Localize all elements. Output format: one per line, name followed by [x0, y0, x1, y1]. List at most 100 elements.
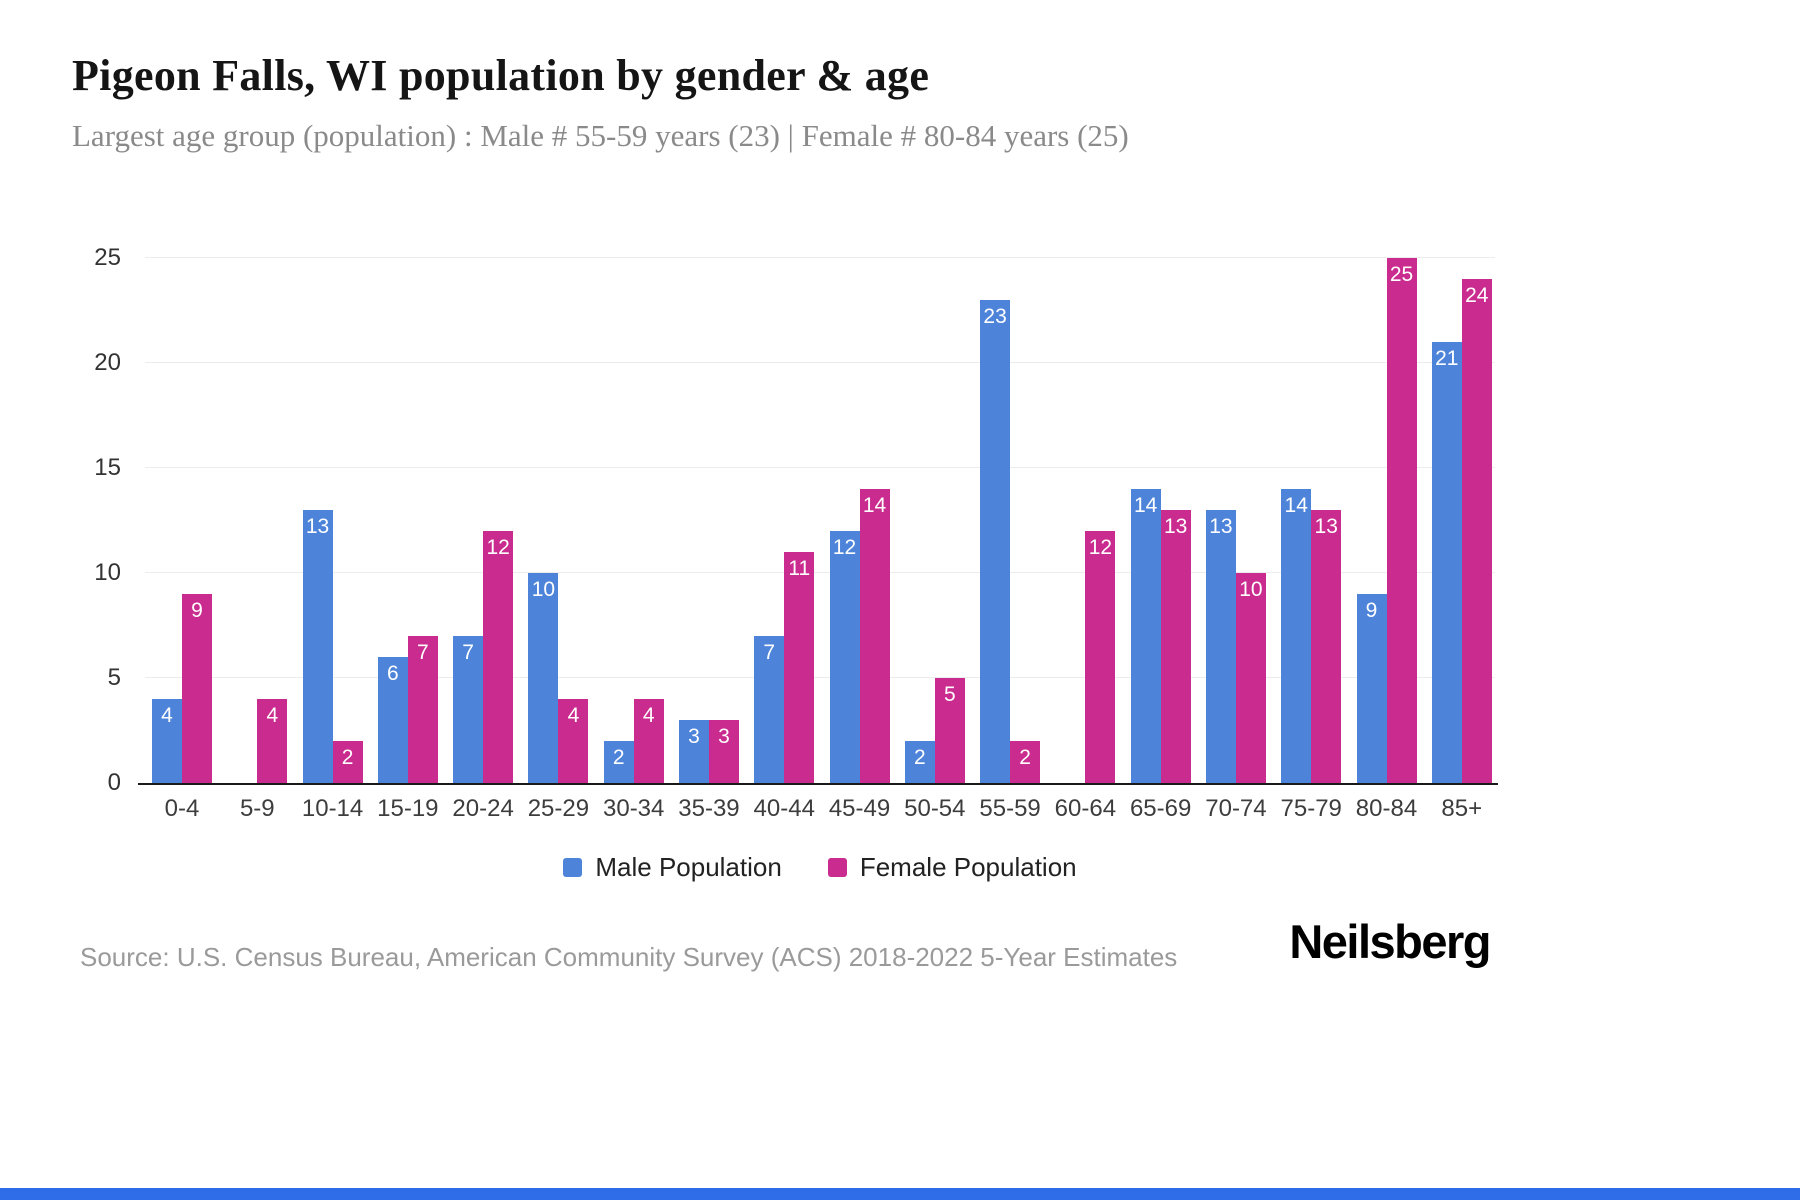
bar-group-10-14: 13 2 10-14	[302, 258, 363, 822]
bar-female-60-64[interactable]: 12	[1085, 531, 1116, 783]
bar-group-40-44: 7 11 40-44	[754, 258, 815, 822]
bar-female-0-4[interactable]: 9	[182, 594, 212, 783]
bar-value-label: 12	[1088, 536, 1113, 559]
bar-group-65-69: 14 13 65-69	[1130, 258, 1191, 822]
x-tick-label: 5-9	[239, 795, 275, 822]
bar-group-20-24: 7 12 20-24	[452, 258, 514, 822]
bar-male-75-79[interactable]: 14	[1281, 489, 1312, 783]
bar-male-40-44[interactable]: 7	[754, 636, 785, 783]
x-tick-label: 70-74	[1205, 795, 1267, 822]
bar-female-75-79[interactable]: 13	[1311, 510, 1342, 783]
bar-value-label: 3	[688, 725, 700, 748]
bar-group-60-64: 12 60-64	[1055, 258, 1116, 822]
x-tick-label: 75-79	[1280, 795, 1342, 822]
bar-male-80-84[interactable]: 9	[1356, 594, 1387, 783]
page-subtitle: Largest age group (population) : Male # …	[72, 118, 1129, 153]
bar-male-65-69[interactable]: 14	[1130, 489, 1161, 783]
x-tick-label: 85+	[1441, 795, 1483, 822]
bar-value-label: 7	[763, 641, 776, 664]
bar-value-label: 4	[567, 704, 580, 727]
brand-logo: Neilsberg	[1289, 915, 1491, 968]
x-tick-label: 10-14	[301, 795, 364, 822]
y-tick-label: 5	[107, 664, 121, 691]
bar-male-55-59[interactable]: 23	[980, 300, 1011, 783]
bar-female-15-19[interactable]: 7	[407, 636, 438, 783]
legend-item-male[interactable]: Male Population	[563, 852, 782, 883]
bar-value-label: 11	[788, 557, 811, 580]
gridline	[145, 572, 1495, 573]
bar-female-55-59[interactable]: 2	[1010, 741, 1041, 783]
bar-female-50-54[interactable]: 5	[934, 678, 965, 783]
bar-male-25-29[interactable]: 10	[528, 573, 559, 783]
bar-male-20-24[interactable]: 7	[453, 636, 484, 783]
bar-value-label: 14	[1133, 494, 1158, 517]
legend-swatch	[827, 858, 847, 877]
bar-value-label: 12	[486, 536, 510, 559]
bar-female-85+[interactable]: 24	[1461, 279, 1492, 783]
bar-group-45-49: 12 14 45-49	[829, 258, 890, 822]
bar-male-0-4[interactable]: 4	[152, 699, 182, 783]
bar-male-70-74[interactable]: 13	[1205, 510, 1236, 783]
bar-male-45-49[interactable]: 12	[829, 531, 860, 783]
bar-female-35-39[interactable]: 3	[708, 720, 739, 783]
source-text: Source: U.S. Census Bureau, American Com…	[80, 942, 1178, 972]
bar-group-70-74: 13 10 70-74	[1205, 258, 1267, 822]
bar-value-label: 6	[387, 662, 399, 685]
bar-female-40-44[interactable]: 11	[784, 552, 815, 783]
bar-female-70-74[interactable]: 10	[1235, 573, 1266, 783]
x-axis-line	[138, 783, 1498, 785]
legend-swatch	[563, 858, 583, 877]
bar-value-label: 13	[1314, 515, 1338, 538]
bar-groups: 4 9 0-4 4 5-9 13 2 10-14 6 7 15-19 7 12 20-24 10 4 25-29…	[152, 258, 1492, 822]
x-tick-label: 25-29	[527, 795, 590, 822]
x-tick-label: 65-69	[1129, 795, 1192, 822]
bar-group-35-39: 3 3 35-39	[678, 258, 740, 822]
bar-male-35-39[interactable]: 3	[678, 720, 709, 783]
bar-value-label: 4	[266, 704, 279, 727]
y-tick-label: 0	[107, 769, 121, 796]
bar-value-label: 7	[462, 641, 474, 664]
bar-male-85+[interactable]: 21	[1431, 342, 1462, 783]
bar-value-label: 5	[943, 683, 956, 706]
bar-female-80-84[interactable]: 25	[1386, 258, 1417, 783]
bar-group-15-19: 6 7 15-19	[377, 258, 439, 822]
bar-female-20-24[interactable]: 12	[483, 531, 514, 783]
bar-value-label: 23	[983, 305, 1007, 328]
gridline	[145, 362, 1495, 363]
bar-value-label: 21	[1435, 347, 1459, 370]
bar-value-label: 2	[612, 746, 625, 769]
x-tick-label: 15-19	[377, 795, 439, 822]
bar-group-80-84: 9 25 80-84	[1356, 258, 1417, 822]
bar-female-45-49[interactable]: 14	[859, 489, 890, 783]
bar-value-label: 2	[913, 746, 926, 769]
bar-female-25-29[interactable]: 4	[558, 699, 589, 783]
bar-female-5-9[interactable]: 4	[257, 699, 288, 783]
bar-female-65-69[interactable]: 13	[1160, 510, 1191, 783]
legend-item-female[interactable]: Female Population	[827, 852, 1077, 883]
bar-group-5-9: 4 5-9	[227, 258, 288, 822]
y-tick-label: 25	[94, 244, 121, 271]
bar-male-15-19[interactable]: 6	[377, 657, 408, 783]
bar-value-label: 10	[1239, 578, 1263, 601]
bar-value-label: 25	[1389, 263, 1414, 286]
bar-male-50-54[interactable]: 2	[904, 741, 935, 783]
plot-area: 4 9 0-4 4 5-9 13 2 10-14 6 7 15-19 7 12 20-24 10 4 25-29…	[138, 257, 1498, 822]
bar-group-75-79: 14 13 75-79	[1281, 258, 1342, 822]
y-axis: 0 5 10 15 20 25	[50, 245, 135, 796]
bar-group-30-34: 2 4 30-34	[603, 258, 664, 822]
bar-value-label: 13	[1163, 515, 1188, 538]
x-tick-label: 60-64	[1054, 795, 1117, 822]
bar-value-label: 10	[531, 578, 556, 601]
bar-value-label: 2	[341, 746, 354, 769]
x-tick-label: 0-4	[164, 795, 200, 822]
bar-female-30-34[interactable]: 4	[633, 699, 664, 783]
bar-female-10-14[interactable]: 2	[332, 741, 363, 783]
bar-value-label: 13	[305, 515, 330, 538]
x-tick-label: 20-24	[452, 795, 514, 822]
gridline	[145, 257, 1495, 258]
bar-male-10-14[interactable]: 13	[302, 510, 333, 783]
gridline	[145, 467, 1495, 468]
bar-male-30-34[interactable]: 2	[603, 741, 634, 783]
bottom-accent-strip	[0, 1188, 1800, 1200]
y-tick-label: 20	[94, 349, 121, 376]
